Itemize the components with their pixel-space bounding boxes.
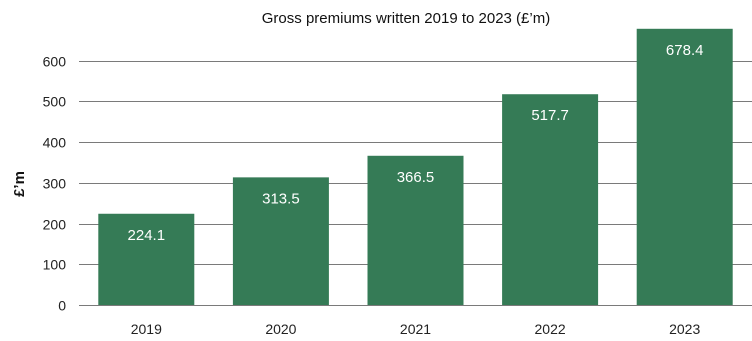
y-tick-label: 0 <box>58 298 66 314</box>
bar-value-label: 224.1 <box>128 227 166 244</box>
data-labels: 224.1 313.5 366.5 517.7 678.4 <box>128 42 704 244</box>
y-tick-label: 600 <box>43 54 67 70</box>
chart-title: Gross premiums written 2019 to 2023 (£’m… <box>262 10 550 27</box>
y-tick-label: 500 <box>43 94 67 110</box>
bar <box>636 28 733 306</box>
y-tick-label: 300 <box>43 176 67 192</box>
x-tick-label: 2020 <box>265 321 296 337</box>
bar-value-label: 366.5 <box>397 169 435 186</box>
bar-value-label: 313.5 <box>262 190 300 207</box>
bar-value-label: 678.4 <box>666 42 704 59</box>
x-tick-label: 2021 <box>400 321 431 337</box>
bars <box>98 28 733 306</box>
y-tick-label: 100 <box>43 257 67 273</box>
bar-value-label: 517.7 <box>531 107 569 124</box>
bar <box>367 155 464 305</box>
x-axis-ticks: 2019 2020 2021 2022 2023 <box>131 321 701 337</box>
x-tick-label: 2022 <box>535 321 566 337</box>
bar <box>98 213 195 305</box>
bar <box>502 94 599 306</box>
y-axis-label: £’m <box>11 171 28 197</box>
x-tick-label: 2023 <box>669 321 700 337</box>
bar <box>232 177 329 305</box>
y-tick-label: 400 <box>43 135 67 151</box>
x-tick-label: 2019 <box>131 321 162 337</box>
y-axis-ticks: 0 100 200 300 400 500 600 <box>43 54 67 314</box>
y-tick-label: 200 <box>43 217 67 233</box>
